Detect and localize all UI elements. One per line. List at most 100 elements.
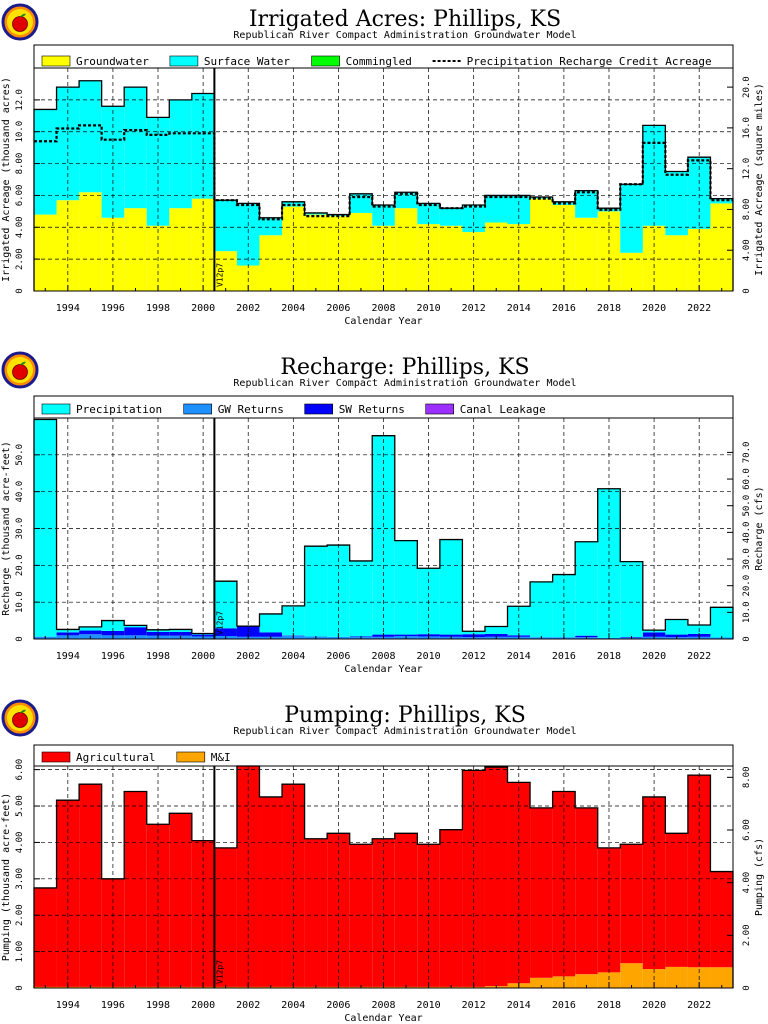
bar-surface-water-2002 xyxy=(236,203,260,266)
y-tick-label: 0 xyxy=(15,636,25,641)
bar-surface-water-1999 xyxy=(169,99,192,209)
y-right-tick-label: 20.0 xyxy=(742,76,752,98)
y-right-tick-label: 0 xyxy=(742,985,752,990)
bar-groundwater-1999 xyxy=(169,208,192,291)
bar-m-i-2023 xyxy=(710,967,733,988)
bar-surface-water-1994 xyxy=(56,87,80,201)
x-tick-label: 2008 xyxy=(371,303,395,314)
chart-subtitle: Republican River Compact Administration … xyxy=(233,378,576,389)
legend-label: GW Returns xyxy=(218,403,284,416)
x-tick-label: 1994 xyxy=(56,651,80,662)
bar-precipitation-2007 xyxy=(349,560,373,637)
bar-agricultural-2020 xyxy=(642,796,666,970)
x-axis-label: Calendar Year xyxy=(344,1013,422,1024)
bar-agricultural-2006 xyxy=(327,833,350,987)
y-right-tick-label: 10.0 xyxy=(742,601,752,623)
legend-swatch xyxy=(41,751,71,763)
bar-surface-water-2022 xyxy=(687,157,711,229)
logo-leaf-icon xyxy=(20,13,26,17)
bar-agricultural-1997 xyxy=(124,791,147,987)
y-tick-label: 5.00 xyxy=(15,795,25,817)
y-right-tick-label: 0 xyxy=(742,636,752,641)
x-tick-label: 2018 xyxy=(597,651,621,662)
y-tick-label: 10.0 xyxy=(15,591,25,613)
x-tick-label: 1996 xyxy=(101,303,125,314)
bar-precipitation-1996 xyxy=(101,620,125,631)
y-right-tick-label: 16.0 xyxy=(742,117,752,139)
logo-leaf-icon xyxy=(20,709,26,713)
bar-agricultural-2023 xyxy=(710,871,733,968)
x-tick-label: 2016 xyxy=(552,1000,576,1011)
bar-agricultural-2001 xyxy=(214,847,237,987)
version-marker-label: V12p7 xyxy=(215,611,224,635)
bar-surface-water-1995 xyxy=(79,80,102,193)
x-tick-label: 2000 xyxy=(191,303,215,314)
y-tick-label: 6.00 xyxy=(15,185,25,207)
bar-agricultural-2019 xyxy=(620,844,643,964)
x-tick-label: 2006 xyxy=(326,1000,350,1011)
x-tick-label: 2022 xyxy=(687,1000,711,1011)
logo-leaf-icon xyxy=(20,361,26,365)
bar-precipitation-2016 xyxy=(552,574,576,638)
y-right-tick-label: 12.0 xyxy=(742,158,752,180)
y-right-tick-label: 30.0 xyxy=(742,548,752,570)
bar-agricultural-2014 xyxy=(507,782,531,984)
y-tick-label: 50.0 xyxy=(15,444,25,466)
bar-sw-returns-2001 xyxy=(214,628,237,637)
bar-m-i-2015 xyxy=(530,977,553,988)
bar-surface-water-1998 xyxy=(146,117,170,226)
legend-label: SW Returns xyxy=(339,403,405,416)
y-tick-label: 40.0 xyxy=(15,481,25,503)
x-tick-label: 1994 xyxy=(56,303,80,314)
bar-agricultural-1996 xyxy=(101,878,125,987)
bar-agricultural-2017 xyxy=(575,807,598,975)
legend-label: Agricultural xyxy=(76,751,155,764)
y-tick-label: 4.00 xyxy=(15,216,25,238)
x-tick-label: 2020 xyxy=(642,651,666,662)
bar-agricultural-2009 xyxy=(394,833,418,987)
bar-agricultural-1993 xyxy=(34,887,57,987)
bar-precipitation-2015 xyxy=(530,581,553,638)
version-marker-label: V12p7 xyxy=(215,263,224,287)
y-tick-label: 30.0 xyxy=(15,518,25,540)
bar-agricultural-2013 xyxy=(484,767,508,987)
bar-groundwater-2005 xyxy=(304,214,328,291)
legend-label: M&I xyxy=(211,751,231,764)
bar-surface-water-2005 xyxy=(304,212,328,215)
chart-title: Pumping: Phillips, KS xyxy=(284,703,526,728)
legend-label: Surface Water xyxy=(204,55,290,68)
x-tick-label: 2008 xyxy=(371,651,395,662)
bar-surface-water-2017 xyxy=(575,190,598,218)
x-tick-label: 1998 xyxy=(146,1000,170,1011)
x-tick-label: 2016 xyxy=(552,303,576,314)
y-right-axis-label: Recharge (cfs) xyxy=(754,486,765,570)
x-tick-label: 2020 xyxy=(642,1000,666,1011)
x-tick-label: 2000 xyxy=(191,1000,215,1011)
x-tick-label: 2020 xyxy=(642,303,666,314)
bar-precipitation-2023 xyxy=(710,607,733,638)
x-tick-label: 2004 xyxy=(281,651,305,662)
bar-precipitation-1997 xyxy=(124,625,147,628)
bar-surface-water-2007 xyxy=(349,193,373,213)
bar-groundwater-2004 xyxy=(282,206,305,291)
bar-groundwater-2009 xyxy=(394,208,418,291)
bar-groundwater-2015 xyxy=(530,198,553,291)
y-tick-label: 1.00 xyxy=(15,941,25,963)
y-tick-label: 12.0 xyxy=(15,89,25,111)
x-tick-label: 2006 xyxy=(326,651,350,662)
bar-groundwater-1993 xyxy=(34,214,57,291)
y-right-tick-label: 6.00 xyxy=(742,819,752,841)
bar-precipitation-2014 xyxy=(507,606,531,636)
bar-groundwater-2023 xyxy=(710,203,733,291)
y-right-tick-label: 70.0 xyxy=(742,442,752,464)
x-tick-label: 2012 xyxy=(462,1000,486,1011)
bar-agricultural-2016 xyxy=(552,791,576,977)
x-tick-label: 1998 xyxy=(146,651,170,662)
x-tick-label: 2012 xyxy=(462,651,486,662)
x-tick-label: 2018 xyxy=(597,303,621,314)
bar-groundwater-1997 xyxy=(124,208,147,291)
x-tick-label: 1996 xyxy=(101,1000,125,1011)
bar-agricultural-2005 xyxy=(304,838,328,987)
x-tick-label: 2000 xyxy=(191,651,215,662)
